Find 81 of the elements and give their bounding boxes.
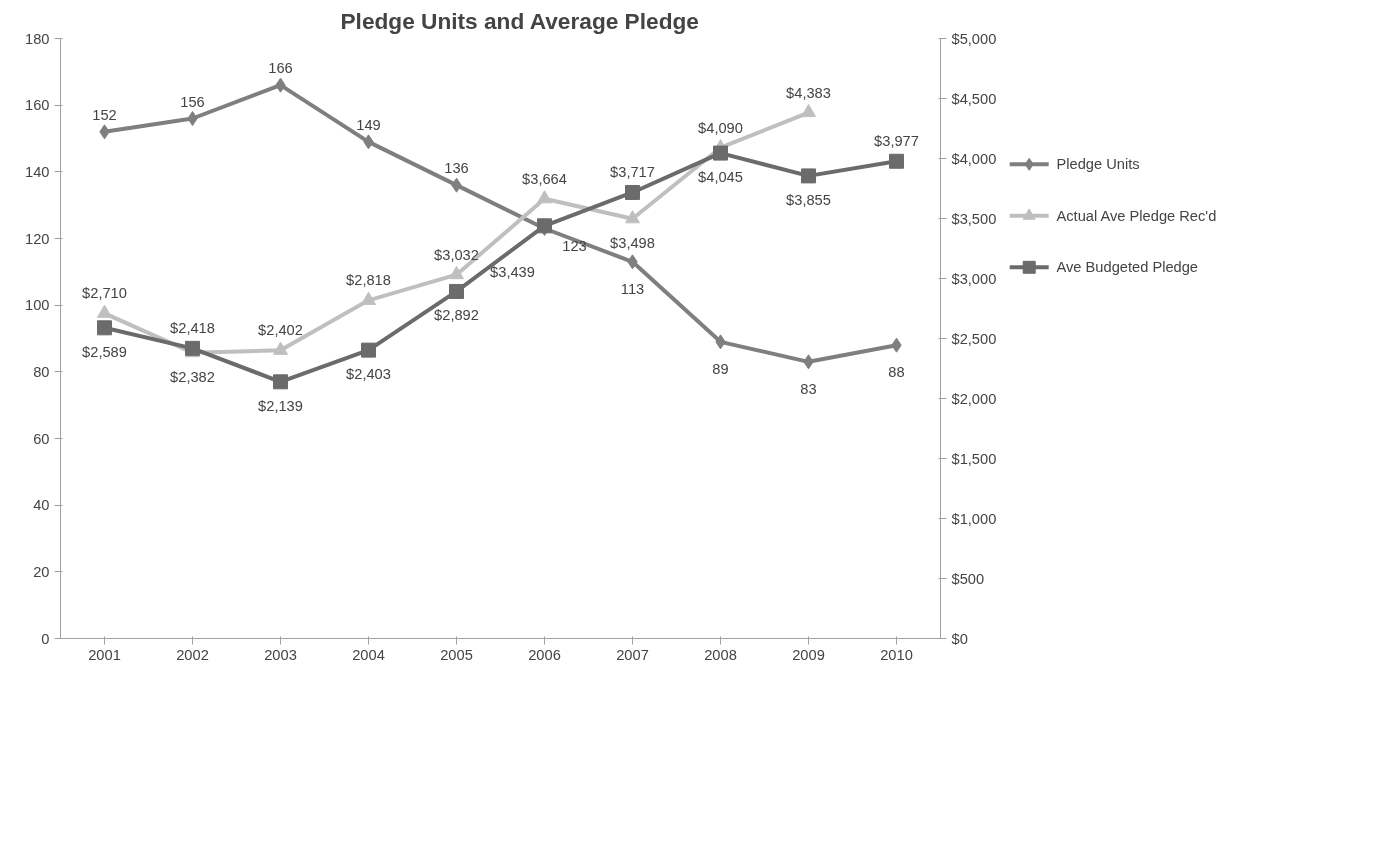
y2-tick-label: $500 [951, 570, 985, 587]
point [97, 320, 112, 336]
y2-tick-label: $3,000 [951, 270, 997, 287]
x-tick-label: 2003 [264, 646, 297, 663]
data-label: $2,382 [170, 368, 215, 385]
data-label: $3,977 [874, 133, 919, 150]
data-label: $2,139 [258, 397, 303, 414]
data-label: $2,403 [346, 366, 391, 383]
x-tick-label: 2004 [352, 646, 385, 663]
y2-tick-label: $1,000 [951, 510, 997, 527]
y2-tick-label: $3,500 [951, 210, 997, 227]
point [97, 304, 112, 318]
x-tick-label: 2001 [88, 646, 121, 663]
data-label: $2,818 [346, 272, 391, 289]
legend-label: Ave Budgeted Pledge [1056, 259, 1199, 276]
y-tick-label: 20 [33, 563, 50, 580]
data-label: $4,045 [698, 169, 743, 186]
data-label: $3,664 [522, 170, 567, 187]
point [801, 103, 816, 118]
data-label: 83 [800, 380, 817, 397]
y2-tick-label: $0 [951, 630, 968, 647]
x-tick-label: 2007 [616, 646, 649, 663]
y2-tick-label: $4,500 [951, 90, 997, 107]
y-tick-label: 0 [41, 630, 50, 647]
y-tick-label: 120 [25, 230, 50, 247]
point [713, 145, 728, 161]
y2-tick-label: $2,000 [951, 390, 997, 407]
point [361, 342, 376, 358]
data-label: $2,892 [434, 307, 479, 324]
data-label: $2,418 [170, 320, 215, 337]
point [625, 210, 640, 224]
point [185, 340, 200, 356]
y2-tick-label: $1,500 [951, 450, 997, 467]
data-label: $4,383 [786, 84, 831, 101]
point [273, 374, 288, 390]
data-label: $2,402 [258, 322, 303, 339]
data-label: 89 [712, 360, 729, 377]
point [449, 283, 464, 299]
y-tick-label: 80 [33, 363, 50, 380]
point [273, 341, 288, 355]
point [449, 266, 464, 280]
data-label: 149 [356, 116, 381, 133]
point [889, 153, 904, 169]
y-tick-label: 60 [33, 430, 50, 447]
data-label: $3,032 [434, 246, 479, 263]
data-label: 113 [620, 280, 645, 297]
y-tick-label: 140 [25, 163, 50, 180]
data-label: $3,855 [786, 191, 831, 208]
point [187, 111, 198, 126]
x-tick-label: 2005 [440, 646, 473, 663]
y2-tick-label: $2,500 [951, 330, 997, 347]
chart-title: Pledge Units and Average Pledge [340, 7, 699, 34]
legend-label: Actual Ave Pledge Rec'd [1056, 207, 1217, 224]
data-label: 123 [562, 237, 587, 254]
x-tick-label: 2008 [704, 646, 737, 663]
data-label: 166 [268, 60, 293, 77]
y2-tick-label: $4,000 [951, 150, 997, 167]
x-tick-label: 2010 [880, 646, 913, 663]
data-label: $3,498 [610, 234, 655, 251]
data-label: $3,439 [490, 263, 535, 280]
x-tick-label: 2002 [176, 646, 209, 663]
data-label: $2,710 [82, 285, 127, 302]
y-tick-label: 40 [33, 497, 50, 514]
data-label: $2,589 [82, 343, 127, 360]
point [801, 168, 816, 184]
point [361, 291, 376, 305]
data-label: $3,717 [610, 164, 655, 181]
point [625, 184, 640, 200]
x-tick-label: 2006 [528, 646, 561, 663]
y2-tick-label: $5,000 [951, 30, 997, 47]
x-tick-label: 2009 [792, 646, 825, 663]
legend-label: Pledge Units [1056, 156, 1140, 173]
data-label: 88 [888, 364, 905, 381]
y-tick-label: 160 [25, 97, 50, 114]
y-tick-label: 180 [25, 30, 50, 47]
data-label: 156 [180, 93, 205, 110]
data-label: 152 [92, 106, 117, 123]
point [537, 190, 552, 204]
data-label: $4,090 [698, 119, 743, 136]
data-label: 136 [444, 160, 469, 177]
y-tick-label: 100 [25, 297, 50, 314]
